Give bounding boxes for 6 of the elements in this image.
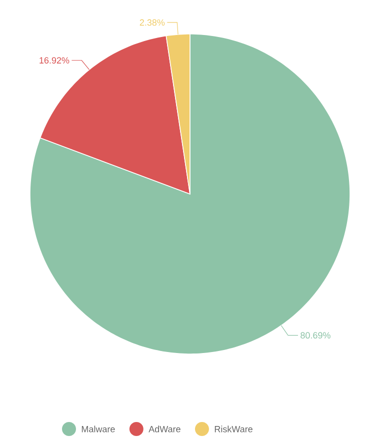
legend-label: RiskWare <box>214 426 252 432</box>
data-label: 80.69% <box>300 332 330 339</box>
data-label: 16.92% <box>40 57 70 64</box>
legend-label: AdWare <box>148 426 180 432</box>
legend-label: Malware <box>82 426 115 432</box>
data-label: 2.38% <box>140 19 165 26</box>
